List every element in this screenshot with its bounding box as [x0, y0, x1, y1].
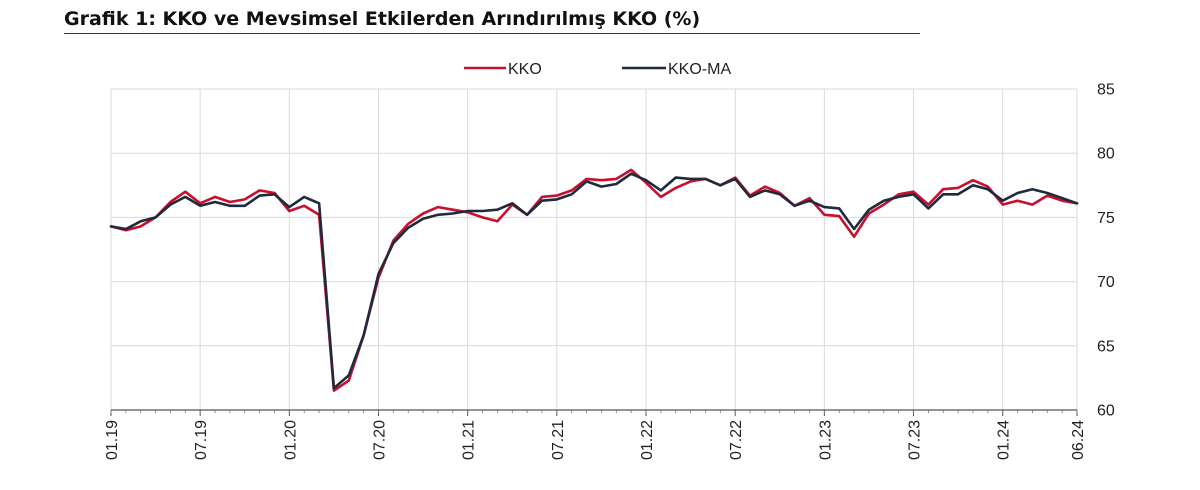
x-tick-label: 01.24 [996, 420, 1013, 460]
x-tick-label: 06.24 [1070, 420, 1087, 460]
legend: KKO KKO-MA [464, 61, 731, 78]
series-group [109, 168, 1079, 393]
title-underline [64, 33, 920, 34]
x-tick-label: 07.20 [372, 420, 389, 460]
grid-lines [110, 88, 1078, 410]
legend-label-kko: KKO [508, 61, 542, 78]
x-tick-label: 01.23 [817, 420, 834, 460]
y-tick-label: 60 [1097, 403, 1115, 420]
y-tick-label: 65 [1097, 338, 1115, 355]
y-tick-label: 80 [1097, 146, 1115, 163]
chart-title: Grafik 1: KKO ve Mevsimsel Etkilerden Ar… [64, 8, 701, 30]
axes: 60 65 70 75 80 85 01.19 07.19 01.20 07.20 01.21 07.… [104, 82, 1115, 461]
legend-label-kko-ma: KKO-MA [668, 61, 731, 78]
x-tick-label: 07.22 [728, 420, 745, 460]
x-tick-label: 01.22 [639, 420, 656, 460]
y-tick-label: 70 [1097, 274, 1115, 291]
x-tick-label: 01.21 [461, 420, 478, 460]
x-tick-label: 01.20 [282, 420, 299, 460]
y-tick-label: 75 [1097, 210, 1115, 227]
x-tick-label: 07.23 [907, 420, 924, 460]
series-line-kko [109, 168, 1079, 393]
series-line-kko-ma [109, 172, 1079, 390]
x-tick-label: 01.19 [104, 420, 121, 460]
x-tick-label: 07.19 [193, 420, 210, 460]
y-tick-label: 85 [1097, 82, 1115, 99]
x-tick-label: 07.21 [550, 420, 567, 460]
